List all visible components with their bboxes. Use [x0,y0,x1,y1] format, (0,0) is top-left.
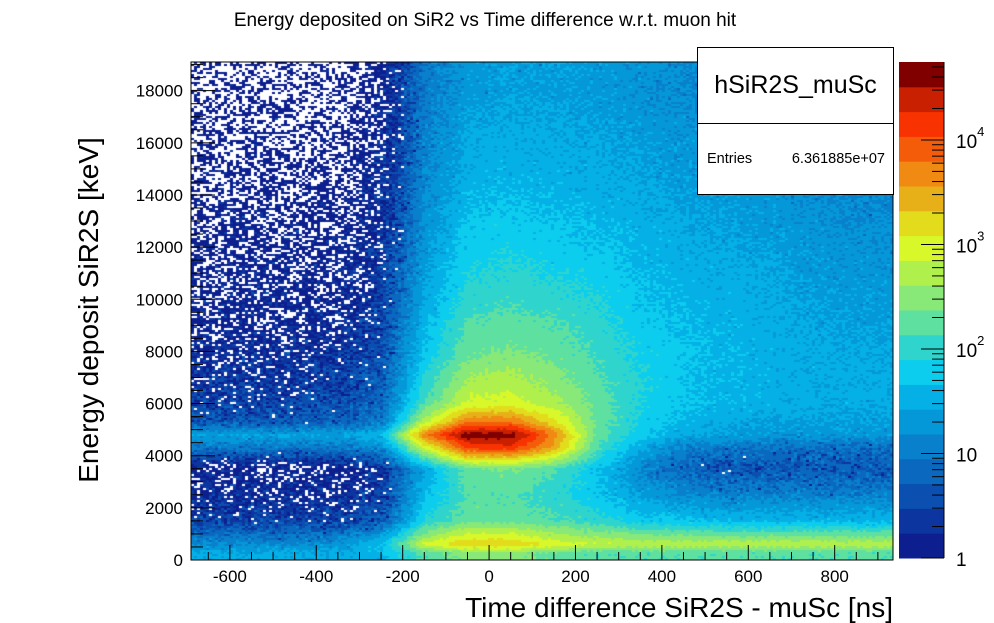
color-scale-band [899,62,944,88]
color-scale-band [899,483,944,509]
z-tick-exponent: 3 [977,228,984,243]
entries-value: 6.361885e+07 [791,151,885,167]
x-tick-label: -400 [299,567,333,586]
y-tick-label: 10000 [136,290,183,309]
x-tick-label: 800 [820,567,848,586]
color-scale-band [899,111,944,137]
z-tick-exponent: 2 [977,333,984,348]
y-axis-title: Energy deposit SiR2S [keV] [73,137,104,483]
y-tick-label: 0 [174,551,183,570]
z-tick-base: 10 [956,132,977,153]
color-scale-band [899,384,944,410]
z-tick-label: 1 [956,550,967,571]
y-tick-label: 12000 [136,238,183,257]
color-scale-band [899,334,944,361]
color-scale-band [899,434,944,460]
x-axis-title: Time difference SiR2S - muSc [ns] [465,592,893,623]
color-scale-band [899,136,944,162]
x-tick-label: -600 [213,567,247,586]
color-scale-band [899,86,944,113]
color-scale-band [899,508,944,534]
stats-box: hSiR2S_muSc Entries 6.361885e+07 [697,47,894,195]
x-tick-label: 600 [734,567,762,586]
x-tick-label: 400 [648,567,676,586]
color-scale-band [899,161,944,187]
z-tick-label: 103 [956,228,984,257]
z-tick-base: 10 [956,236,977,257]
z-tick-base: 1 [956,550,967,571]
y-tick-label: 18000 [136,82,183,101]
y-tick-label: 14000 [136,186,183,205]
z-tick-label: 102 [956,333,984,362]
color-scale-band [899,310,944,336]
z-tick-base: 10 [956,445,977,466]
x-tick-label: -200 [386,567,420,586]
z-tick-exponent: 4 [977,124,984,139]
color-scale-band [899,260,944,286]
y-tick-label: 16000 [136,134,183,153]
color-scale-band [899,285,944,311]
z-tick-label: 10 [956,445,977,466]
color-scale-band [899,235,944,261]
x-tick-label: 200 [561,567,589,586]
color-scale-band [899,533,944,559]
color-scale-band [899,186,944,212]
y-tick-label: 8000 [145,342,183,361]
color-scale-band [899,210,944,237]
axes-group: -600 -400 -200 0 200 400 600 800020004000600080… [136,61,894,586]
entries-label: Entries [707,151,753,167]
color-scale-band [899,458,944,485]
y-tick-label: 4000 [145,447,183,466]
plot-frame [190,61,894,561]
histogram-name: hSiR2S_muSc [698,48,893,124]
z-tick-label: 104 [956,124,984,153]
y-tick-label: 2000 [145,499,183,518]
x-tick-label: 0 [484,567,493,586]
z-tick-base: 10 [956,341,977,362]
chart-title: Energy deposited on SiR2 vs Time differe… [233,10,737,31]
y-tick-label: 6000 [145,395,183,414]
